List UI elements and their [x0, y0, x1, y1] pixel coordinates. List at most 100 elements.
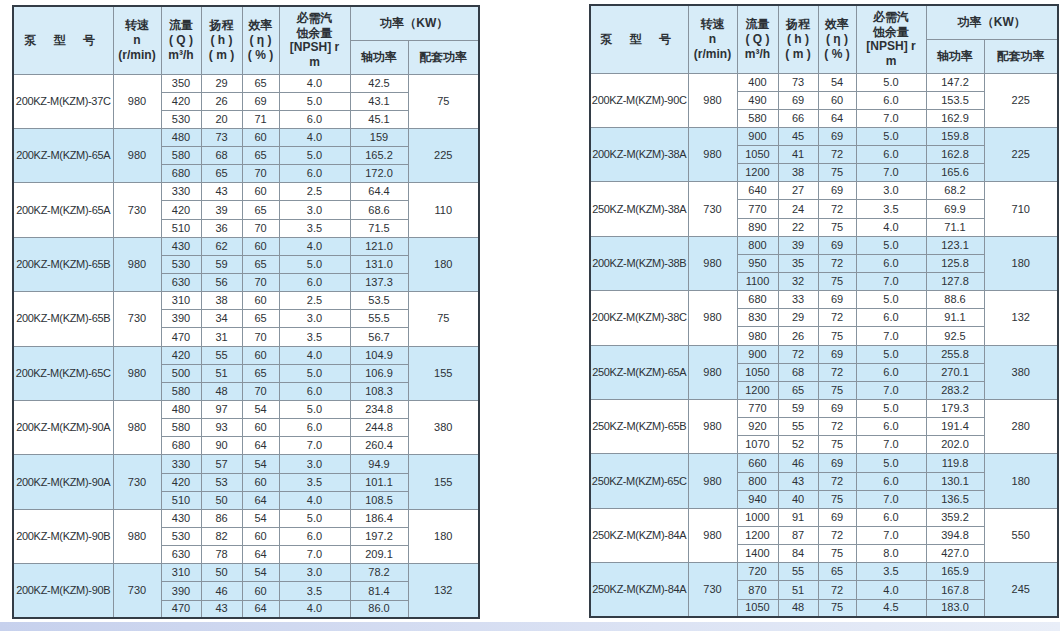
shaft-power-cell: 165.9 — [926, 563, 984, 581]
flow-cell: 1100 — [737, 273, 778, 291]
flow-cell: 530 — [161, 528, 201, 546]
head-cell: 51 — [778, 581, 818, 599]
head-cell: 40 — [778, 490, 818, 508]
matched-power-cell: 180 — [984, 454, 1058, 508]
head-cell: 68 — [778, 363, 818, 381]
npsh-cell: 6.0 — [856, 309, 926, 327]
matched-power-cell: 180 — [984, 236, 1058, 290]
model-cell: 200KZ-M(KZM)-65A — [13, 128, 113, 182]
header-shaft-power: 轴功率 — [350, 40, 408, 74]
shaft-power-cell: 244.8 — [350, 419, 408, 437]
efficiency-cell: 60 — [242, 473, 279, 491]
matched-power-cell: 225 — [984, 127, 1058, 181]
efficiency-cell: 70 — [242, 219, 279, 237]
efficiency-cell: 75 — [818, 327, 856, 345]
shaft-power-cell: 108.5 — [350, 491, 408, 509]
flow-cell: 800 — [737, 472, 778, 490]
shaft-power-cell: 172.0 — [350, 165, 408, 183]
efficiency-cell: 69 — [818, 454, 856, 472]
npsh-cell: 6.0 — [856, 146, 926, 164]
npsh-cell: 5.0 — [856, 291, 926, 309]
shaft-power-cell: 186.4 — [350, 509, 408, 527]
npsh-cell: 6.0 — [856, 418, 926, 436]
npsh-cell: 6.0 — [279, 274, 350, 292]
header-speed: 转速n(r/min) — [688, 5, 737, 73]
head-cell: 51 — [201, 364, 242, 382]
npsh-cell: 7.0 — [856, 527, 926, 545]
shaft-power-cell: 53.5 — [350, 292, 408, 310]
header-model: 泵 型 号 — [590, 5, 688, 73]
table-row: 200KZ-M(KZM)-38C98068033695.088.6132 — [590, 291, 1058, 309]
speed-cell: 980 — [113, 237, 161, 291]
flow-cell: 390 — [161, 582, 201, 600]
flow-cell: 390 — [161, 310, 201, 328]
efficiency-cell: 72 — [818, 581, 856, 599]
pump-table-right: 泵 型 号转速n(r/min)流量( Q )m³/h扬程( h )( m )效率… — [589, 4, 1059, 618]
efficiency-cell: 70 — [242, 328, 279, 346]
efficiency-cell: 69 — [818, 400, 856, 418]
flow-cell: 900 — [737, 127, 778, 145]
head-cell: 29 — [778, 309, 818, 327]
efficiency-cell: 72 — [818, 472, 856, 490]
table-row: 200KZ-M(KZM)-38A98090045695.0159.8225 — [590, 127, 1058, 145]
flow-cell: 890 — [737, 218, 778, 236]
npsh-cell: 3.0 — [279, 564, 350, 582]
model-cell: 200KZ-M(KZM)-90C — [590, 73, 688, 127]
npsh-cell: 6.0 — [279, 528, 350, 546]
efficiency-cell: 60 — [242, 292, 279, 310]
flow-cell: 420 — [161, 346, 201, 364]
flow-cell: 430 — [161, 509, 201, 527]
table-row: 200KZ-M(KZM)-65C98042055604.0104.9155 — [13, 346, 479, 364]
table-row: 200KZ-M(KZM)-90A73033057543.094.9155 — [13, 455, 479, 473]
shaft-power-cell: 427.0 — [926, 545, 984, 563]
speed-cell: 980 — [688, 291, 737, 345]
efficiency-cell: 72 — [818, 146, 856, 164]
npsh-cell: 7.0 — [856, 164, 926, 182]
head-cell: 62 — [201, 237, 242, 255]
npsh-cell: 7.0 — [279, 437, 350, 455]
efficiency-cell: 72 — [818, 418, 856, 436]
head-cell: 20 — [201, 110, 242, 128]
head-cell: 66 — [778, 109, 818, 127]
flow-cell: 950 — [737, 254, 778, 272]
header-power: 功率（KW） — [350, 6, 479, 40]
shaft-power-cell: 394.8 — [926, 527, 984, 545]
matched-power-cell: 550 — [984, 508, 1058, 562]
model-cell: 200KZ-M(KZM)-65B — [13, 237, 113, 291]
efficiency-cell: 65 — [242, 310, 279, 328]
shaft-power-cell: 191.4 — [926, 418, 984, 436]
efficiency-cell: 60 — [242, 582, 279, 600]
npsh-cell: 6.0 — [279, 110, 350, 128]
flow-cell: 940 — [737, 490, 778, 508]
shaft-power-cell: 106.9 — [350, 364, 408, 382]
shaft-power-cell: 108.3 — [350, 382, 408, 400]
efficiency-cell: 69 — [818, 182, 856, 200]
model-cell: 250KZ-M(KZM)-84A — [590, 508, 688, 562]
head-cell: 53 — [201, 473, 242, 491]
shaft-power-cell: 162.9 — [926, 109, 984, 127]
npsh-cell: 8.0 — [856, 545, 926, 563]
head-cell: 32 — [778, 273, 818, 291]
flow-cell: 640 — [737, 182, 778, 200]
flow-cell: 660 — [737, 454, 778, 472]
table-row: 200KZ-M(KZM)-65A98048073604.0159225 — [13, 128, 479, 146]
flow-cell: 980 — [737, 327, 778, 345]
head-cell: 46 — [778, 454, 818, 472]
efficiency-cell: 72 — [818, 527, 856, 545]
flow-cell: 310 — [161, 292, 201, 310]
matched-power-cell: 710 — [984, 182, 1058, 236]
efficiency-cell: 75 — [818, 599, 856, 617]
head-cell: 59 — [201, 255, 242, 273]
flow-cell: 510 — [161, 219, 201, 237]
flow-cell: 480 — [161, 128, 201, 146]
head-cell: 26 — [778, 327, 818, 345]
flow-cell: 580 — [737, 109, 778, 127]
header-efficiency: 效率( η )( % ) — [818, 5, 856, 73]
shaft-power-cell: 69.9 — [926, 200, 984, 218]
model-cell: 200KZ-M(KZM)-65C — [13, 346, 113, 400]
flow-cell: 1200 — [737, 164, 778, 182]
efficiency-cell: 69 — [818, 345, 856, 363]
model-cell: 200KZ-M(KZM)-38A — [590, 127, 688, 181]
shaft-power-cell: 56.7 — [350, 328, 408, 346]
table-row: 250KZ-M(KZM)-65A98090072695.0255.8380 — [590, 345, 1058, 363]
